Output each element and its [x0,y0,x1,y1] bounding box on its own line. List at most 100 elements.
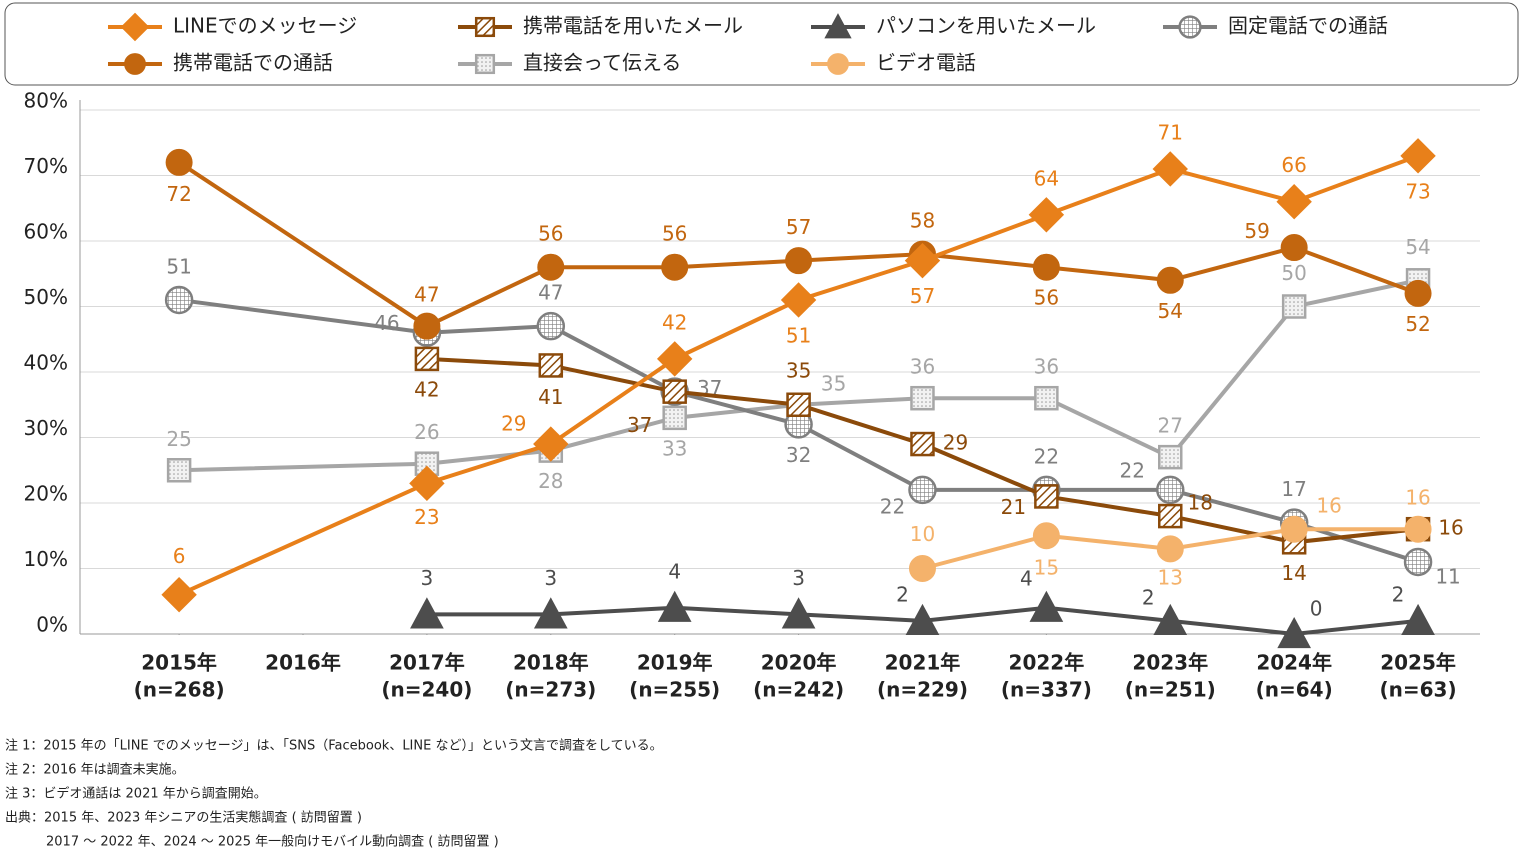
sample-size: (n=63) [1379,678,1456,702]
marker [662,405,687,431]
y-tick-label: 40% [24,351,68,375]
marker [908,475,937,505]
marker [124,53,146,75]
value-label: 56 [662,222,687,246]
value-label: 71 [1158,120,1183,144]
marker [1156,535,1184,563]
marker [905,603,940,635]
sample-size: (n=251) [1125,678,1216,702]
marker [824,13,852,39]
marker [533,597,568,629]
legend-label: 固定電話での通話 [1228,14,1388,38]
y-tick-label: 20% [24,482,68,506]
value-label: 18 [1188,491,1213,515]
sample-size: (n=240) [381,678,472,702]
marker [164,285,194,315]
y-tick-label: 60% [24,220,68,244]
marker [474,16,496,38]
marker [1158,444,1183,470]
note: 注 1：2015 年の「LINE でのメッセージ」は、「SNS（Facebook… [5,739,663,754]
x-tick-label: 2018年 [513,651,589,675]
marker [1032,253,1060,281]
value-label: 64 [1034,166,1059,190]
x-tick-label: 2023年 [1132,651,1208,675]
marker [662,379,687,404]
x-tick-label: 2024年 [1256,651,1332,675]
series-line [178,297,1419,564]
value-label: 21 [1001,495,1026,519]
value-label: 3 [792,566,805,590]
marker [1276,183,1312,220]
value-label: 28 [538,469,563,493]
value-label: 16 [1316,494,1341,518]
marker [908,555,936,582]
marker [1034,484,1059,509]
value-label: 54 [1158,299,1183,323]
marker [537,253,565,281]
note: 出典：2015 年、2023 年シニアの生活実態調査 ( 訪問留置 ) [5,810,362,826]
value-label: 22 [1120,458,1145,482]
marker [1158,503,1183,529]
grid: 0%10%20%30%40%50%60%70%80%2015年(n=268)20… [24,89,1480,702]
legend-label: パソコンを用いたメール [876,14,1096,38]
value-label: 35 [821,371,846,395]
value-label: 47 [414,283,439,307]
value-label: 29 [501,412,526,436]
sample-size: (n=242) [753,678,844,702]
marker [780,282,817,318]
y-tick-label: 30% [24,416,68,440]
marker [910,431,935,457]
y-tick-label: 50% [24,285,68,309]
marker [1277,616,1311,649]
value-label: 22 [880,494,905,518]
series-line [178,160,1419,329]
value-label: 46 [374,311,399,335]
marker [1401,603,1435,635]
value-label: 59 [1244,219,1269,243]
marker [120,12,150,42]
marker [1032,522,1060,550]
marker [1403,547,1433,577]
x-tick-label: 2019年 [637,651,713,675]
marker [1404,515,1432,543]
value-label: 47 [538,281,563,305]
series-line [178,153,1419,597]
value-label: 11 [1435,564,1460,588]
marker [165,148,193,176]
value-label: 16 [1405,486,1430,510]
marker [781,597,816,629]
value-label: 41 [538,385,563,409]
marker [474,53,496,75]
y-tick-label: 10% [24,547,68,571]
value-label: 32 [786,443,811,467]
value-label: 73 [1405,179,1430,203]
marker [785,247,813,275]
value-label: 15 [1034,555,1059,579]
x-tick-label: 2022年 [1009,651,1085,675]
value-label: 52 [1405,312,1430,336]
marker [1153,603,1188,635]
value-label: 36 [1034,355,1059,379]
value-label: 56 [1034,286,1059,310]
value-label: 6 [173,544,186,568]
marker [414,346,440,372]
marker [657,590,692,622]
sample-size: (n=64) [1256,678,1333,702]
value-label: 37 [627,413,652,437]
marker [786,392,811,417]
value-label: 26 [414,420,439,444]
marker [1156,475,1185,505]
marker [410,597,444,629]
note: 2017 ～ 2022 年、2024 ～ 2025 年一般向けモバイル動向調査 … [46,834,499,850]
marker [910,385,935,411]
y-tick-label: 0% [36,613,68,637]
value-label: 66 [1281,153,1306,177]
value-label: 4 [668,559,681,583]
marker [533,426,569,462]
marker [413,312,441,340]
legend-box [4,2,1519,86]
marker [536,311,566,341]
legend-label: 直接会って伝える [523,51,681,75]
